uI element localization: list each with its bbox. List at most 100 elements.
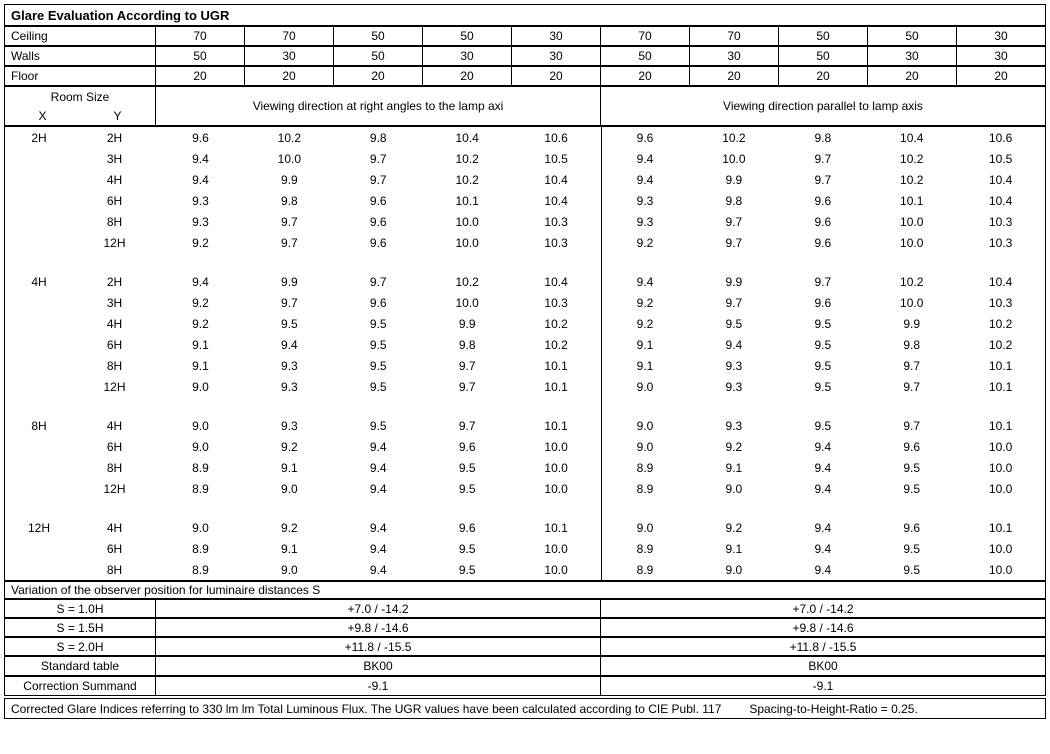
ugr-value-left: 9.0 [281,481,298,496]
room-y-value: 2H [106,274,123,289]
ugr-value-right: 9.3 [725,358,743,373]
floor-value: 20 [779,67,868,85]
floor-value: 20 [868,67,957,85]
ugr-value-left: 9.5 [458,481,476,496]
ugr-value-left: 9.8 [369,130,387,145]
ugr-value-right: 9.4 [814,439,832,454]
room-y-value: 4H [106,418,123,433]
ugr-value-right: 9.0 [725,481,743,496]
ugr-value-left: 9.9 [281,172,298,187]
correction-summand-label: Correction Summand [5,677,156,695]
ugr-value-right: 9.1 [636,358,654,373]
ugr-value-left: 10.0 [277,151,302,166]
room-x-value: 4H [31,274,47,289]
room-x-value [5,559,73,580]
ugr-row: 4H 2H 9.4 9.9 9.7 10.2 10.4 9.4 9.9 9.7 10.2 10.4 [5,271,1045,292]
ugr-value-left: 10.0 [544,562,568,577]
room-y-value: 3H [106,295,123,310]
ugr-value-left: 9.5 [369,379,387,394]
ugr-value-right: 9.9 [725,274,743,289]
walls-value: 50 [334,47,423,65]
ceiling-value: 50 [868,27,957,45]
room-y-value: 12H [103,379,126,394]
ugr-value-left: 10.5 [544,151,568,166]
ugr-row: 8H 4H 9.0 9.3 9.5 9.7 10.1 9.0 9.3 9.5 9.7 10.1 [5,415,1045,436]
ugr-value-left: 10.1 [544,379,568,394]
ugr-value-right: 9.2 [725,439,743,454]
ugr-row: 8H 8.9 9.1 9.4 9.5 10.0 8.9 9.1 9.4 9.5 10.0 [5,457,1045,478]
ugr-value-right: 10.0 [988,541,1013,556]
ugr-value-right: 10.4 [988,193,1013,208]
ugr-value-right: 8.9 [636,460,654,475]
ugr-value-left: 9.8 [281,193,298,208]
floor-value: 20 [334,67,423,85]
ugr-value-left: 10.1 [544,358,568,373]
ceiling-value: 30 [994,29,1008,43]
ugr-value-right: 9.2 [636,316,654,331]
ugr-value-left: 10.1 [455,193,479,208]
ceiling-row: Ceiling 70 70 50 50 30 70 70 50 50 30 [4,26,1046,46]
ugr-value-left: 9.6 [458,439,476,454]
room-x-value [5,355,73,376]
title-bar: Glare Evaluation According to UGR [4,4,1046,26]
ugr-value-left: 9.6 [369,214,387,229]
ugr-value-right: 9.2 [725,520,743,535]
ugr-value-left: 9.0 [192,379,209,394]
ugr-value-right: 9.6 [814,295,832,310]
room-x-value [5,169,73,190]
walls-value: 50 [156,47,245,65]
ugr-value-right: 10.3 [988,214,1013,229]
ugr-value-left: 10.4 [544,193,568,208]
room-y-value: 3H [106,151,123,166]
ugr-row: 4H 9.4 9.9 9.7 10.2 10.4 9.4 9.9 9.7 10.2 10.4 [5,169,1045,190]
ugr-value-left: 10.1 [544,418,568,433]
ugr-value-right: 9.8 [725,193,743,208]
ugr-row: 12H 8.9 9.0 9.4 9.5 10.0 8.9 9.0 9.4 9.5 10.0 [5,478,1045,499]
ugr-value-left: 9.5 [458,541,476,556]
correction-summand-row: Correction Summand -9.1 -9.1 [4,676,1046,696]
group-spacer [5,499,1045,517]
room-x-value [5,334,73,355]
ugr-value-right: 10.2 [722,130,746,145]
ugr-value-left: 9.4 [369,439,387,454]
room-x-value [5,478,73,499]
ugr-value-right: 9.7 [903,379,921,394]
ugr-value-left: 9.7 [281,214,298,229]
ugr-value-left: 9.2 [281,439,298,454]
ugr-value-right: 9.5 [814,316,832,331]
variation-distance-label: S = 2.0H [5,638,156,655]
ceiling-value: 70 [601,27,690,45]
ugr-value-right: 9.2 [636,295,654,310]
ugr-value-right: 9.2 [636,235,654,250]
ceiling-value: 70 [690,27,779,45]
ceiling-label: Ceiling [5,27,156,45]
room-y-value: 8H [106,562,123,577]
ugr-value-left: 9.7 [458,418,476,433]
ugr-value-right: 9.7 [725,235,743,250]
room-y-value: 6H [106,193,123,208]
ugr-value-left: 10.0 [455,235,479,250]
ugr-value-left: 8.9 [192,481,209,496]
ugr-value-left: 9.2 [192,295,209,310]
ugr-value-left: 9.7 [458,379,476,394]
ugr-value-right: 9.6 [814,214,832,229]
ugr-value-right: 9.3 [636,193,654,208]
ugr-value-right: 10.1 [988,379,1013,394]
room-x-value: 2H [31,130,47,145]
standard-table-row: Standard table BK00 BK00 [4,656,1046,676]
ugr-value-right: 9.5 [903,562,921,577]
room-y-value: 8H [106,358,123,373]
walls-value: 30 [868,47,957,65]
room-y-value: 12H [103,481,126,496]
ceiling-value: 50 [779,27,868,45]
ugr-value-right: 9.5 [814,358,832,373]
ugr-value-left: 9.6 [369,235,387,250]
ugr-value-right: 9.4 [636,274,654,289]
spacing-to-height-ratio: Spacing-to-Height-Ratio = 0.25. [749,701,918,716]
ugr-value-right: 10.4 [900,130,924,145]
ugr-value-right: 9.3 [725,379,743,394]
right-block-title: Viewing direction parallel to lamp axis [723,99,923,113]
ugr-value-left: 9.1 [281,460,298,475]
ugr-value-right: 9.3 [636,214,654,229]
ugr-value-left: 8.9 [192,562,209,577]
